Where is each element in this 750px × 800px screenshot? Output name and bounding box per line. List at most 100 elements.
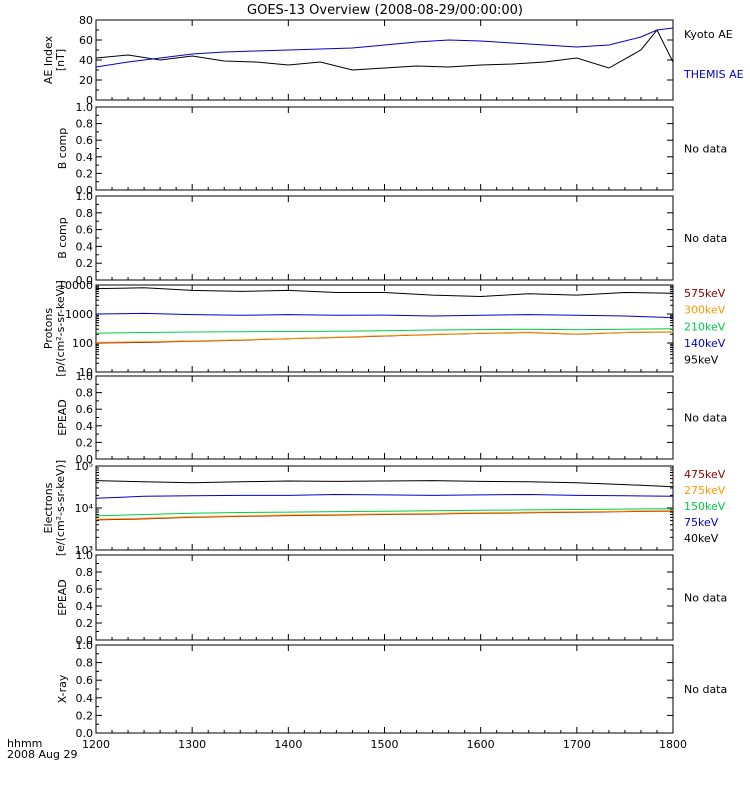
legend-label: 140keV [684,337,726,350]
y-tick-label: 10000 [58,279,93,292]
x-tick-label: 1600 [467,738,495,751]
legend-label: 95keV [684,354,719,367]
legend-label: THEMIS AE [683,68,744,81]
y-tick-label: 0.2 [76,167,94,180]
series-line-210kev [95,328,674,334]
series-line-themis-ae [95,27,674,68]
y-axis-label: B comp [56,128,69,170]
y-tick-label: 0.8 [76,657,94,670]
y-tick-label: 0.4 [76,600,94,613]
panel-ae: 0 20 40 60 80 AE Index [nT] Kyoto AE THEMIS AE [42,14,744,107]
y-tick-label: 0.6 [76,224,94,237]
y-tick-label: 0.6 [76,583,94,596]
panel-bcomp2: 0.0 0.2 0.4 0.6 0.8 1.0 B comp No data [56,190,727,287]
y-tick-label: 0.0 [76,634,94,647]
y-tick-label: 0.4 [76,151,94,164]
y-tick-label: 0.8 [76,566,94,579]
y-tick-label: 10³ [75,544,93,557]
x-tick-label: 1800 [659,738,687,751]
no-data-label: No data [684,683,727,696]
series-line-275kev [95,510,674,520]
x-axis-label-time: hhmm [7,737,42,750]
panel-protons: 10 100 1000 10000 Protons [p/(cm²-s-sr-keV)] 5… [42,279,726,379]
panel-frame [95,644,674,734]
panel-frame [95,195,674,281]
y-tick-label: 1.0 [76,549,94,562]
series-line-75kev [95,493,674,499]
no-data-label: No data [684,143,727,156]
y-tick-label: 0.0 [76,274,94,287]
x-tick-label: 1500 [371,738,399,751]
legend-label: 475keV [684,468,726,481]
series-line-150kev [95,508,674,517]
y-tick-label: 10⁵ [75,460,93,473]
y-axis-unit: [nT] [54,49,67,71]
y-tick-label: 1.0 [76,101,94,114]
y-tick-label: 10 [79,366,93,379]
y-tick-label: 0 [86,94,93,107]
y-tick-label: 1.0 [76,370,94,383]
no-data-label: No data [684,592,727,605]
panel-bcomp1: 0.0 0.2 0.4 0.6 0.8 1.0 B comp No data [56,101,727,197]
figure-title: GOES-13 Overview (2008-08-29/00:00:00) [247,3,523,18]
x-axis-label-date: 2008 Aug 29 [7,748,77,761]
y-tick-label: 40 [79,54,93,67]
legend-label: 150keV [684,500,726,513]
panel-frame [95,19,674,101]
panel-epead1: 0.0 0.2 0.4 0.6 0.8 1.0 EPEAD No data [56,370,727,466]
y-tick-label: 0.6 [76,403,94,416]
panel-xray: 0.0 0.2 0.4 0.6 0.8 1.0 X-ray No data [56,639,727,740]
y-axis-unit: [p/(cm²-s-sr-keV)] [54,280,67,377]
x-tick-label: 1200 [82,738,110,751]
legend-label: 210keV [684,320,726,333]
y-tick-label: 0.8 [76,387,94,400]
y-tick-label: 0.6 [76,674,94,687]
y-tick-label: 0.8 [76,207,94,220]
no-data-label: No data [684,232,727,245]
y-axis-label: X-ray [56,674,69,703]
y-axis-label: B comp [56,217,69,259]
legend-label: Kyoto AE [684,28,733,41]
y-axis-label: AE Index [42,35,55,84]
y-tick-label: 0.0 [76,184,94,197]
y-tick-label: 0.8 [76,118,94,131]
x-tick-label: 1300 [178,738,206,751]
y-tick-label: 0.4 [76,692,94,705]
panel-electrons: 10³ 10⁴ 10⁵ Electrons [e/(cm²-s-sr-keV)] 475k… [42,460,726,557]
y-axis-label: EPEAD [56,399,69,436]
y-tick-label: 0.4 [76,240,94,253]
panel-frame [95,554,674,641]
y-tick-label: 0.6 [76,134,94,147]
panel-frame [95,106,674,191]
y-tick-label: 0.0 [76,727,94,740]
y-axis-label: Electrons [42,482,55,533]
panel-frame [95,284,674,373]
y-tick-label: 100 [72,337,93,350]
y-axis-label: EPEAD [56,579,69,616]
y-tick-label: 0.4 [76,420,94,433]
legend-label: 75keV [684,516,719,529]
y-tick-label: 0.2 [76,617,94,630]
y-tick-label: 10⁴ [75,502,94,515]
y-tick-label: 1.0 [76,190,94,203]
legend-label: 300keV [684,304,726,317]
y-tick-label: 20 [79,74,93,87]
y-axis-label: Protons [42,308,55,349]
series-line-40kev [95,480,674,488]
series-line-140kev [95,312,674,319]
x-tick-label: 1700 [563,738,591,751]
y-tick-label: 0.2 [76,709,94,722]
y-tick-label: 1.0 [76,639,94,652]
panel-frame [95,375,674,460]
series-line-475kev [95,510,674,521]
series-line-95kev [95,287,674,298]
series-line-kyoto-ae [95,29,674,71]
y-tick-label: 60 [79,34,93,47]
y-tick-label: 1000 [65,308,93,321]
legend-label: 275keV [684,484,726,497]
y-tick-label: 80 [79,14,93,27]
y-tick-label: 0.0 [76,453,94,466]
legend-label: 575keV [684,287,726,300]
panel-epead2: 0.0 0.2 0.4 0.6 0.8 1.0 EPEAD No data [56,549,727,647]
